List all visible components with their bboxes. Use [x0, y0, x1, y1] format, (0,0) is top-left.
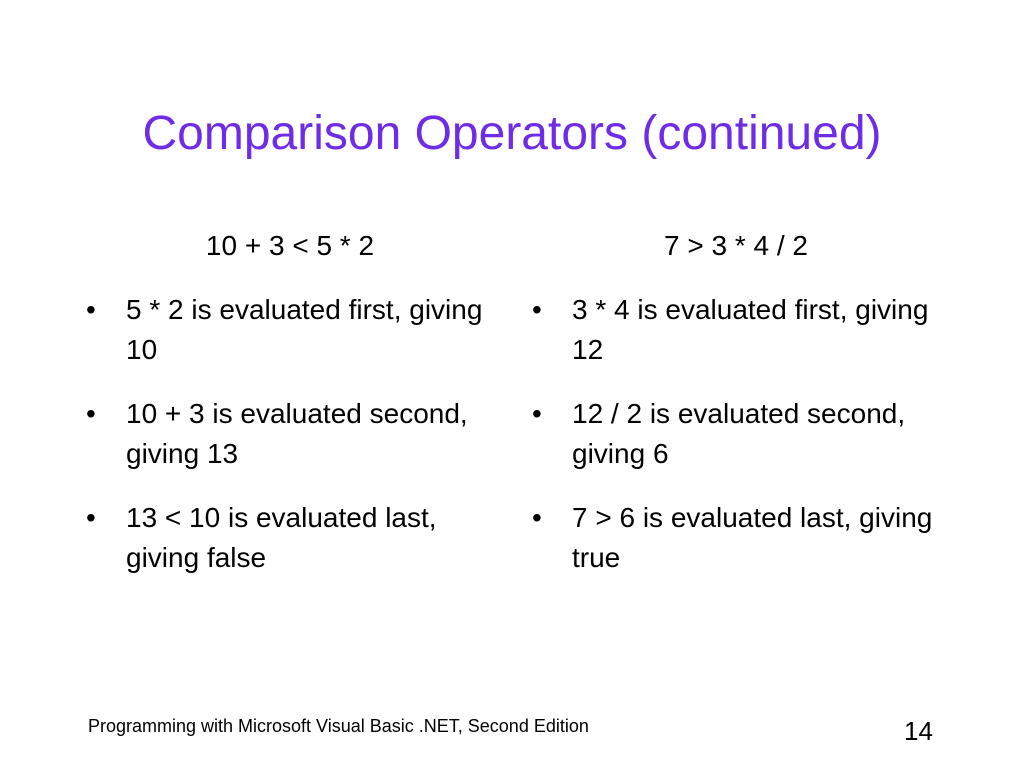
list-item: • 3 * 4 is evaluated first, giving 12 [526, 290, 946, 370]
bullet-text: 5 * 2 is evaluated first, giving 10 [126, 294, 483, 365]
bullet-icon: • [532, 502, 542, 533]
bullet-text: 10 + 3 is evaluated second, giving 13 [126, 398, 468, 469]
list-item: • 13 < 10 is evaluated last, giving fals… [80, 498, 500, 578]
list-item: • 7 > 6 is evaluated last, giving true [526, 498, 946, 578]
bullet-icon: • [86, 398, 96, 429]
slide-title: Comparison Operators (continued) [142, 107, 882, 160]
footer-text: Programming with Microsoft Visual Basic … [88, 716, 589, 736]
right-bullet-list: • 3 * 4 is evaluated first, giving 12 • … [526, 290, 946, 578]
bullet-text: 7 > 6 is evaluated last, giving true [572, 502, 933, 573]
list-item: • 12 / 2 is evaluated second, giving 6 [526, 394, 946, 474]
bullet-text: 3 * 4 is evaluated first, giving 12 [572, 294, 929, 365]
bullet-icon: • [86, 502, 96, 533]
left-bullet-list: • 5 * 2 is evaluated first, giving 10 • … [80, 290, 500, 578]
bullet-text: 13 < 10 is evaluated last, giving false [126, 502, 437, 573]
list-item: • 10 + 3 is evaluated second, giving 13 [80, 394, 500, 474]
bullet-text: 12 / 2 is evaluated second, giving 6 [572, 398, 906, 469]
page-number: 14 [904, 716, 933, 746]
bullet-icon: • [532, 294, 542, 325]
list-item: • 5 * 2 is evaluated first, giving 10 [80, 290, 500, 370]
bullet-icon: • [86, 294, 96, 325]
bullet-icon: • [532, 398, 542, 429]
left-expression: 10 + 3 < 5 * 2 [205, 230, 375, 261]
right-column: 7 > 3 * 4 / 2 • 3 * 4 is evaluated first… [526, 228, 946, 602]
right-expression: 7 > 3 * 4 / 2 [664, 230, 808, 261]
left-column: 10 + 3 < 5 * 2 • 5 * 2 is evaluated firs… [80, 228, 500, 602]
